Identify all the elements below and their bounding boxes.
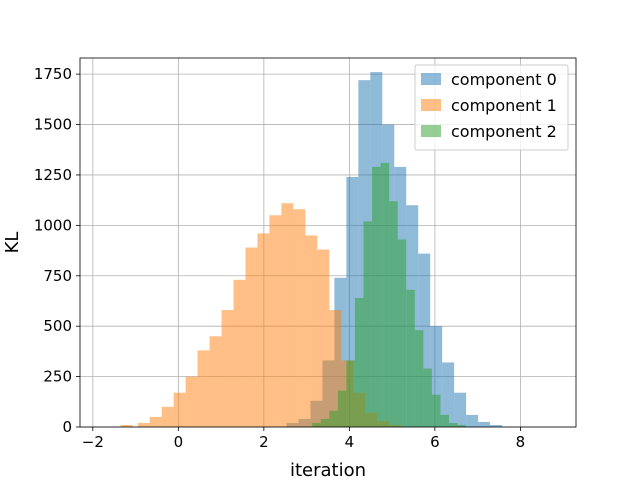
histogram-bar (454, 392, 467, 427)
legend-swatch (421, 73, 441, 85)
legend-box (414, 64, 569, 151)
histogram-bar (414, 330, 424, 427)
histogram-bar (137, 422, 150, 427)
y-axis-ticks: 0 250 500 750 1000 1250 1500 1750 (34, 65, 80, 436)
x-axis-label: iteration (290, 460, 366, 480)
y-tick-label: 0 (62, 418, 72, 436)
y-tick-label: 1000 (34, 216, 72, 234)
series-2-bars (312, 162, 467, 427)
histogram-bar (423, 368, 432, 427)
y-tick-label: 750 (43, 267, 72, 285)
histogram-bar (317, 249, 330, 427)
legend-swatch (421, 125, 441, 137)
histogram-bar (173, 392, 186, 427)
histogram-bar (397, 239, 407, 427)
histogram-bar (430, 326, 443, 427)
histogram-bar (281, 203, 294, 427)
histogram-bar (245, 247, 258, 427)
y-tick-label: 1250 (34, 166, 72, 184)
x-tick-label: 4 (345, 433, 355, 451)
x-tick-label: −2 (82, 433, 104, 451)
histogram-bar (233, 279, 246, 427)
legend-swatch (421, 99, 441, 111)
histogram-bar (418, 253, 431, 427)
histogram-bar (440, 414, 450, 427)
y-tick-label: 250 (43, 368, 72, 386)
plot-frame (79, 57, 577, 428)
histogram-bar (149, 416, 162, 427)
x-tick-label: 2 (259, 433, 269, 451)
histogram-bars (120, 72, 503, 428)
histogram-bar (185, 376, 198, 427)
x-tick-label: 0 (174, 433, 184, 451)
y-tick-label: 500 (43, 317, 72, 335)
histogram-bar (120, 424, 133, 427)
histogram-bar (389, 201, 398, 427)
histogram-bar (269, 215, 282, 427)
histogram-bar (406, 289, 415, 427)
histogram-bar (346, 360, 355, 427)
histogram-bar (209, 336, 222, 427)
histogram-bar (466, 414, 479, 427)
y-tick-label: 1750 (34, 65, 72, 83)
histogram-bar (337, 390, 347, 427)
histogram-bar (197, 350, 210, 427)
histogram-bar (431, 394, 441, 427)
histogram-bar (449, 422, 458, 427)
histogram-bar (354, 297, 364, 427)
histogram-bar (372, 166, 381, 427)
histogram-bar (478, 421, 491, 427)
histogram-bar (380, 162, 390, 427)
x-tick-label: 6 (430, 433, 440, 451)
histogram-bar (320, 418, 330, 427)
histogram-bar (161, 406, 174, 427)
histogram-bar (346, 176, 359, 427)
histogram-bar (329, 310, 342, 427)
histogram-bar (305, 235, 318, 427)
histogram-bar (457, 424, 467, 427)
legend: component 0 component 1 component 2 (414, 64, 569, 151)
x-tick-label: 8 (516, 433, 526, 451)
y-axis-label: KL (2, 232, 23, 254)
histogram-bar (221, 310, 234, 427)
y-tick-label: 1500 (34, 116, 72, 134)
histogram-bar (442, 362, 455, 427)
histogram-bar (363, 221, 373, 427)
histogram-bar (257, 233, 270, 427)
legend-entry-label: component 0 (451, 70, 557, 89)
x-axis-ticks: −2 0 2 4 6 8 (82, 427, 525, 451)
legend-entry-label: component 1 (451, 96, 557, 115)
histogram-bar (329, 410, 338, 427)
legend-entry-label: component 2 (451, 122, 557, 141)
histogram-bar (293, 209, 306, 427)
histogram-bar (312, 422, 321, 427)
histogram-bar (490, 424, 503, 427)
